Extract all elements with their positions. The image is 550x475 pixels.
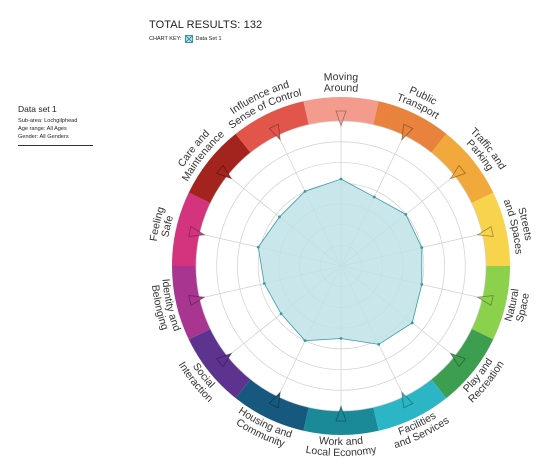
data-point <box>262 282 266 285</box>
dataset-divider <box>18 145 93 146</box>
segment-marker <box>268 123 281 142</box>
data-point <box>303 189 307 193</box>
segment-label: Moving <box>323 71 358 84</box>
segment-marker <box>335 404 347 422</box>
ring-segment <box>235 101 309 153</box>
data-point <box>303 339 307 343</box>
dataset-info: Data set 1 Sub-area: Lochgilphead Age ra… <box>18 104 94 146</box>
data-point <box>278 215 281 219</box>
segment-marker <box>476 295 494 306</box>
data-point <box>372 195 376 199</box>
data-point <box>404 212 408 216</box>
segment-label-text: Work and <box>318 435 363 448</box>
segment-marker <box>449 164 466 180</box>
segment-marker <box>216 164 233 180</box>
segment-label-text: Local Economy <box>305 444 378 459</box>
data-point <box>410 321 414 325</box>
segment-marker <box>401 390 414 409</box>
ring-segment <box>431 133 494 204</box>
data-point <box>420 246 424 249</box>
chart-key-label: CHART KEY: <box>149 36 182 42</box>
data-point <box>279 312 283 316</box>
dataset-gender: Gender: All Genders <box>18 134 69 140</box>
segment-marker <box>188 226 206 237</box>
dataset-name: Data set 1 <box>18 104 57 114</box>
ring-segment <box>188 328 251 399</box>
data-polygon <box>257 178 423 345</box>
segment-marker <box>476 226 494 237</box>
dataset-age-range: Age range: All Ages <box>18 126 67 132</box>
segment-marker <box>268 390 281 409</box>
ring-segment <box>188 133 251 204</box>
chart-key-series: Data Set 1 <box>195 36 222 42</box>
data-point <box>339 177 343 181</box>
data-point <box>420 283 424 286</box>
data-set-swatch-icon <box>184 35 193 43</box>
ring-segment <box>235 379 309 431</box>
ring-segment <box>303 96 379 125</box>
segment-label: Work and <box>318 435 363 448</box>
chart-key: CHART KEY: Data Set 1 <box>149 35 222 43</box>
data-point <box>256 245 260 249</box>
ring-segment <box>373 379 447 431</box>
ring-segment <box>303 407 379 435</box>
segment-label: Around <box>323 82 358 95</box>
data-point <box>377 342 381 346</box>
segment-marker <box>188 295 206 306</box>
total-results: TOTAL RESULTS: 132 <box>149 19 263 31</box>
segment-marker <box>401 123 414 142</box>
segment-label: Local Economy <box>305 444 378 459</box>
data-point <box>339 337 343 340</box>
ring-segment <box>373 101 447 153</box>
segment-marker <box>449 352 466 368</box>
segment-label-text: Around <box>323 82 358 95</box>
segment-label-text: Moving <box>323 71 358 84</box>
segment-marker <box>335 110 347 128</box>
ring-segment <box>431 328 494 399</box>
dataset-sub-area: Sub-area: Lochgilphead <box>18 118 78 124</box>
segment-marker <box>216 352 233 368</box>
